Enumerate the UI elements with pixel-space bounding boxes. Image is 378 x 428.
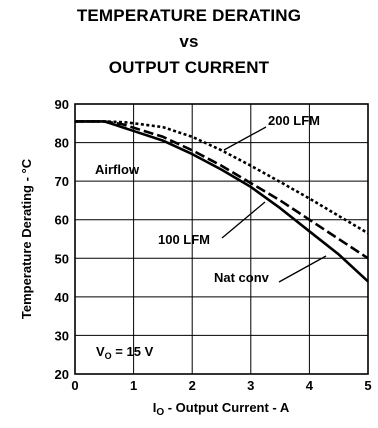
y-axis-label: Temperature Derating - °C (19, 158, 34, 319)
x-label-rest: - Output Current - A (164, 400, 290, 415)
vo-main: V (96, 344, 105, 359)
chart-title-line-3: OUTPUT CURRENT (108, 58, 270, 77)
x-label-sub: O (156, 407, 164, 418)
chart-title-line-2: vs (179, 32, 199, 51)
airflow-annotation: Airflow (95, 162, 140, 177)
vo-rest: = 15 V (112, 344, 154, 359)
series-label-100-lfm: 100 LFM (158, 232, 210, 247)
x-tick-label: 5 (364, 378, 371, 393)
leader-line (223, 126, 267, 151)
x-tick-label: 1 (130, 378, 137, 393)
y-tick-label: 50 (55, 251, 69, 266)
y-tick-label: 30 (55, 328, 69, 343)
grid (75, 104, 368, 374)
y-tick-label: 20 (55, 367, 69, 382)
x-tick-label: 0 (71, 378, 78, 393)
leader-line (278, 255, 327, 283)
x-tick-label: 2 (189, 378, 196, 393)
vo-sub: O (105, 351, 112, 361)
y-tick-label: 40 (55, 290, 69, 305)
vo-annotation: VO = 15 V (96, 344, 154, 361)
series-label-nat-conv: Nat conv (214, 270, 270, 285)
label-leaders (221, 126, 327, 283)
x-tick-label: 3 (247, 378, 254, 393)
series-group (75, 120, 369, 283)
y-tick-label: 80 (55, 136, 69, 151)
series-line-nat-conv (75, 120, 369, 283)
y-tick-label: 60 (55, 213, 69, 228)
tick-labels: 0 1 2 3 4 5 20 30 40 50 60 70 80 90 (55, 97, 372, 393)
leader-line (221, 201, 266, 239)
chart-title-line-1: TEMPERATURE DERATING (76, 6, 302, 25)
series-label-200-lfm: 200 LFM (268, 113, 320, 128)
x-label-main: I (153, 400, 157, 415)
series-line-200-lfm (75, 120, 369, 235)
x-tick-label: 4 (306, 378, 314, 393)
plot-frame (74, 103, 369, 375)
x-axis-label: IO - Output Current - A (153, 400, 290, 418)
series-line-100-lfm (75, 120, 369, 260)
y-tick-label: 90 (55, 97, 69, 112)
y-tick-label: 70 (55, 174, 69, 189)
